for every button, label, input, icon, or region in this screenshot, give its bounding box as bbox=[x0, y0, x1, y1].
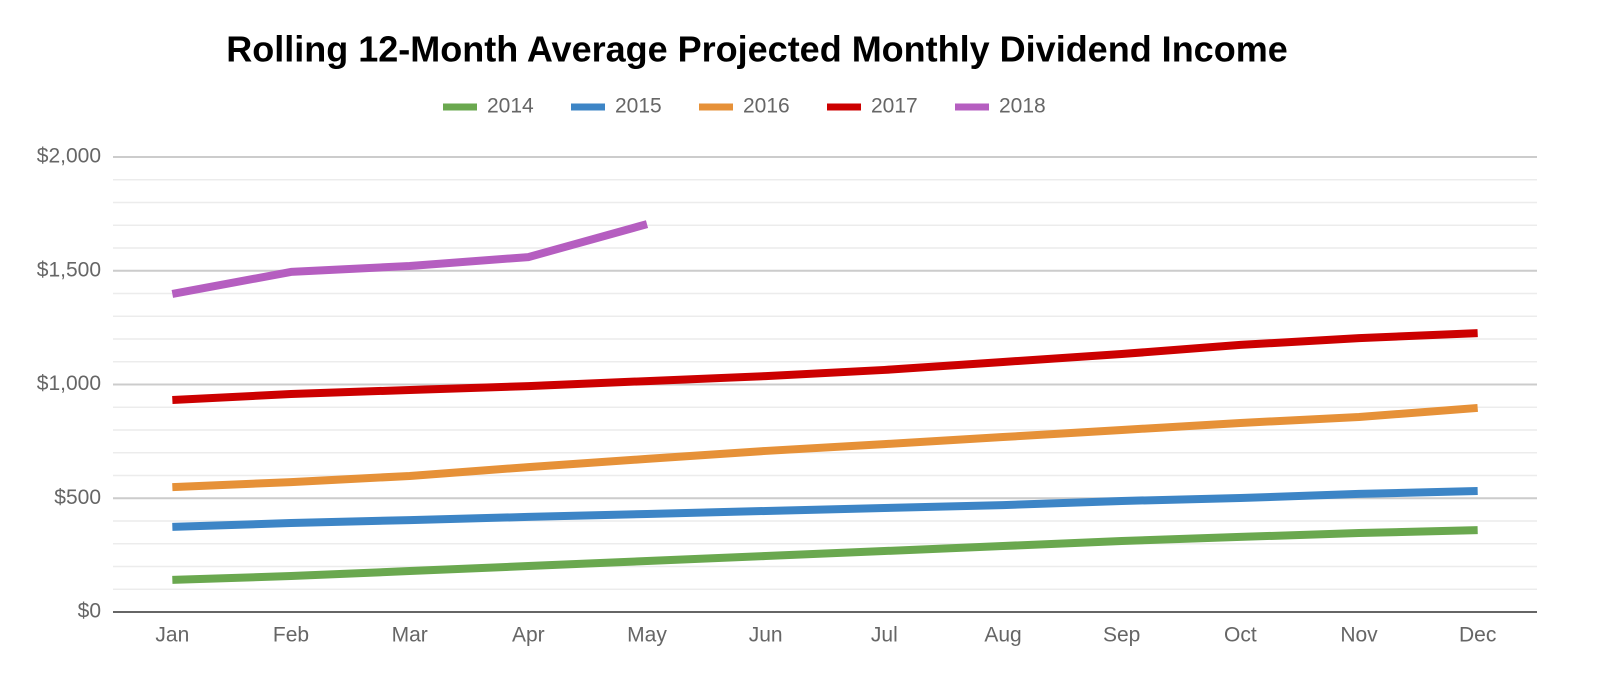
legend-label: 2014 bbox=[487, 95, 534, 118]
legend-label: 2017 bbox=[871, 95, 918, 118]
y-tick-label: $2,000 bbox=[37, 145, 101, 168]
series-line bbox=[172, 486, 1478, 531]
x-tick-label: Nov bbox=[1340, 624, 1378, 647]
x-tick-label: May bbox=[627, 624, 667, 647]
x-tick-label: Dec bbox=[1459, 624, 1496, 647]
x-tick-label: Jun bbox=[749, 624, 783, 647]
chart-title: Rolling 12-Month Average Projected Month… bbox=[226, 29, 1287, 70]
x-tick-label: Apr bbox=[512, 624, 545, 647]
series-line bbox=[172, 526, 1478, 584]
x-tick-label: Jul bbox=[871, 624, 898, 647]
x-tick-label: Aug bbox=[984, 624, 1021, 647]
x-tick-label: Jan bbox=[155, 624, 189, 647]
y-tick-label: $1,500 bbox=[37, 258, 101, 281]
x-tick-label: Mar bbox=[392, 624, 428, 647]
legend-label: 2015 bbox=[615, 95, 662, 118]
series-line bbox=[172, 403, 1478, 492]
series-line bbox=[171, 220, 649, 298]
series-line bbox=[172, 329, 1478, 404]
legend-label: 2018 bbox=[999, 95, 1046, 118]
y-tick-label: $0 bbox=[78, 600, 101, 623]
x-tick-label: Feb bbox=[273, 624, 309, 647]
legend-label: 2016 bbox=[743, 95, 790, 118]
x-tick-label: Oct bbox=[1224, 624, 1257, 647]
x-tick-label: Sep bbox=[1103, 624, 1140, 647]
y-tick-label: $500 bbox=[54, 486, 101, 509]
y-tick-label: $1,000 bbox=[37, 372, 101, 395]
